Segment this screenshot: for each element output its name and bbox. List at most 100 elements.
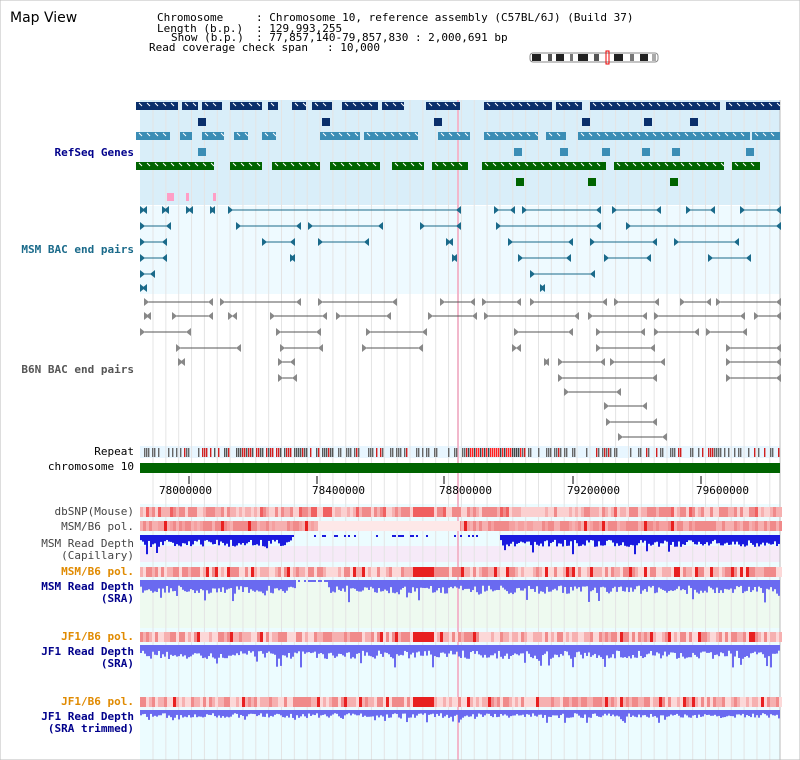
msm-b6-pol-2-cell [557,567,560,577]
msm-b6-pol-2-cell [689,567,692,577]
dbsnp-cell [452,507,455,517]
repeat-element [434,448,436,457]
jf1-b6-pol-2-cell [611,697,614,707]
jf1-sra-depth-bar [562,645,564,656]
msm-b6-pol-2-cell [224,567,227,577]
gene-block [690,118,698,126]
jf1-b6-pol-cell [614,632,617,642]
jf1-b6-pol-2-cell [302,697,305,707]
msm-sra-depth-bar [438,580,440,588]
jf1-b6-pol-2-cell [554,697,557,707]
msm-b6-pol-gap [318,521,460,531]
jf1-trim-depth-bar [508,710,510,718]
jf1-sra-depth-bar [506,645,508,654]
jf1-sra-depth-bar [188,645,190,658]
jf1-trim-depth-bar [174,710,176,718]
msm-sra-depth-bar [258,580,260,592]
jf1-sra-depth-bar [734,645,736,657]
msm-sra-depth-bar [352,580,354,589]
jf1-b6-pol-2-cell [746,697,749,707]
msm-b6-pol-2-cell [536,567,539,577]
msm-b6-pol-cell [752,521,755,531]
msm-sra-depth-bar [268,580,270,586]
msm-cap-depth-bar [148,535,150,541]
msm-b6-pol-cell [776,521,779,531]
repeat-element [728,448,730,457]
b6n-bac-end [640,328,645,336]
msm-cap-depth-bar [168,535,170,542]
b6n-bac-end [516,344,521,352]
dbsnp-cell [458,507,461,517]
jf1-b6-pol-2-cell [470,697,473,707]
jf1-trim-depth-bar [544,710,546,716]
msm-b6-pol-2-cell [611,567,614,577]
msm-sra-depth-bar [478,580,480,595]
jf1-b6-pol-cell [626,632,629,642]
msm-b6-pol-cell [707,521,710,531]
repeat-element [206,448,208,457]
gene-strand-arrow [566,102,571,107]
jf1-trim-depth-bar [242,710,244,716]
jf1-b6-pol-cell [554,632,557,642]
jf1-trim-depth-bar [168,710,170,716]
jf1-sra-depth-bar [538,645,540,661]
repeat-element [724,448,726,457]
dbsnp-cell [398,507,401,517]
jf1-trim-depth-bar [316,710,318,714]
jf1-sra-depth-bar [656,645,658,653]
msm-b6-pol-2-cell [155,567,158,577]
gene-block [198,148,206,156]
msm-cap-depth-bar [646,535,648,552]
b6n-bac-end [564,388,569,396]
dbsnp-cell [686,507,689,517]
dbsnp-cell [182,507,185,517]
jf1-sra-depth-bar [404,645,406,651]
msm-b6-pol-cell [572,521,575,531]
jf1-b6-pol-cell [383,632,386,642]
ideogram-band [640,54,648,61]
msm-cap-depth-bar [720,535,722,546]
b6n-bac-end [776,374,781,382]
dbsnp-cell [383,507,386,517]
msm-sra-depth-bar [600,580,602,588]
jf1-trim-depth-bar [262,710,264,717]
msm-cap-depth-bar [276,535,278,540]
dbsnp-cell [473,507,476,517]
repeat-element [482,448,484,457]
jf1-b6-pol-2-cell [671,697,674,707]
jf1-sra-depth-bar [320,645,322,654]
jf1-trim-depth-bar [680,710,682,718]
repeat-element [520,448,522,457]
gene-strand-arrow [680,162,685,167]
msm-b6-pol-2-cell [344,567,347,577]
jf1-sra-depth-bar [690,645,692,658]
jf1-b6-pol-2-cell [680,697,683,707]
jf1-sra-depth-bar [700,645,702,653]
repeat-element [550,448,552,457]
b6n-bac-end [726,358,731,366]
msm-b6-pol-2-cell [662,567,665,577]
msm-cap-depth-bar [772,535,774,545]
jf1-sra-depth-bar [326,645,328,659]
msm-b6-pol-2-cell [404,567,407,577]
jf1-b6-pol-cell [542,632,545,642]
gene-strand-arrow [556,162,561,167]
dbsnp-cell [296,507,299,517]
jf1-b6-pol-2-cell [488,697,491,707]
jf1-sra-depth-bar [484,645,486,655]
dbsnp-cell [467,507,470,517]
jf1-trim-depth-bar [528,710,530,715]
msm-sra-depth-bar [464,580,466,589]
jf1-sra-depth-bar [388,645,390,655]
jf1-sra-depth-bar [660,645,662,659]
gene-block [602,148,610,156]
jf1-b6-pol-cell [164,632,167,642]
msm-bac-end [162,254,167,262]
msm-b6-pol-2-cell [515,567,518,577]
jf1-b6-pol-2-cell [437,697,440,707]
jf1-trim-depth-bar [328,710,330,718]
jf1-b6-pol-2-cell [314,697,317,707]
msm-sra-depth-bar [292,580,294,588]
